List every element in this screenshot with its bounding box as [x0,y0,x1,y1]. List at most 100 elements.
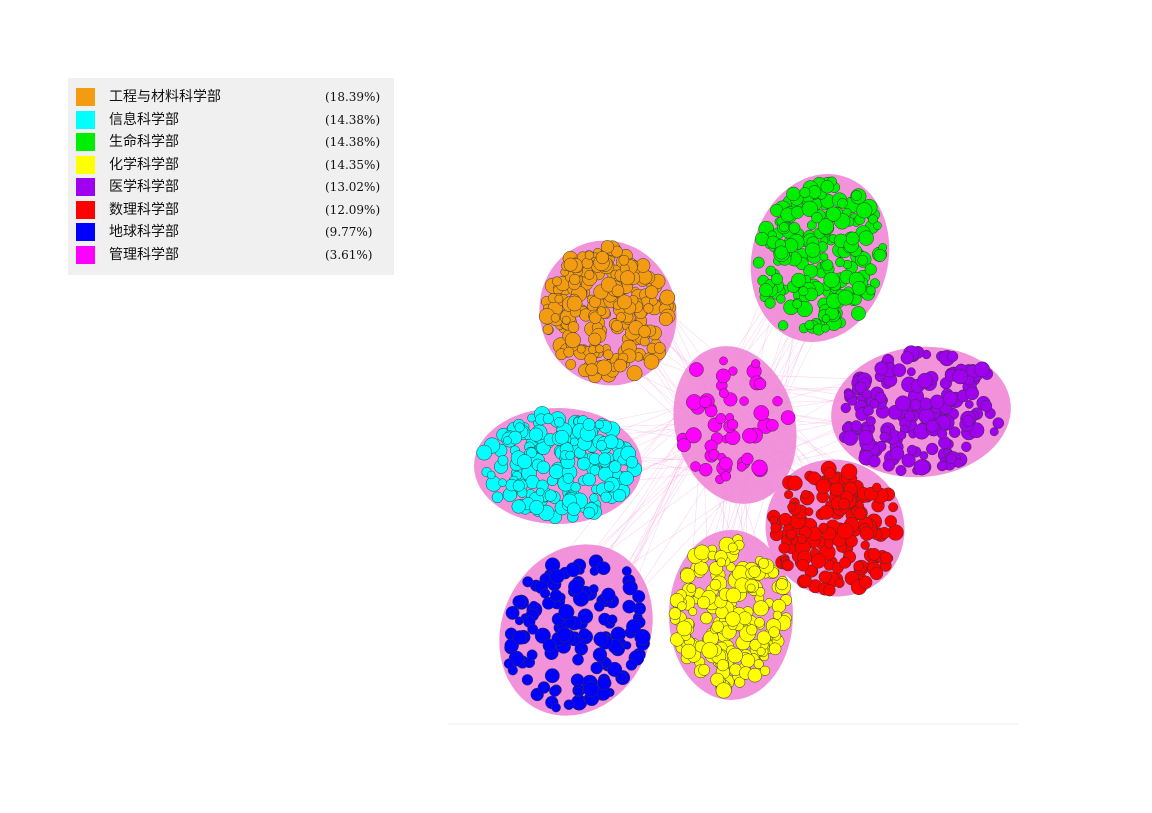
network-node [715,368,731,384]
network-node [740,653,756,668]
network-node [565,562,581,578]
network-node [856,202,873,219]
legend-item-medicine: 医学科学部 (13.02%) [68,176,394,199]
network-node [595,251,609,265]
network-node [611,284,625,298]
network-node [590,661,603,675]
network-node [542,413,554,425]
network-node [965,386,980,401]
network-node [595,344,604,354]
network-node [551,702,561,713]
network-node [879,431,890,443]
network-node [595,359,613,376]
network-node [625,456,639,469]
network-node [868,214,879,225]
network-node [716,659,729,672]
network-node [851,280,867,296]
network-node [616,671,627,683]
network-node [699,395,712,408]
network-node [778,512,792,526]
network-node [690,461,701,472]
network-node [819,252,829,262]
network-node [810,553,827,569]
network-node [853,507,867,521]
network-node [766,419,779,432]
network-node [592,647,608,662]
network-node [719,456,733,471]
network-node [622,580,638,596]
network-node [720,471,732,482]
network-edge [700,234,814,436]
legend-item-math-physics: 数理科学部 (12.09%) [68,199,394,222]
network-node [784,490,794,500]
network-node [868,455,881,468]
network-node [756,630,771,645]
network-node [573,686,583,697]
legend-percent: (14.38%) [325,112,381,127]
network-node [716,557,726,567]
network-node [786,529,797,540]
network-node [775,578,789,591]
network-node [582,472,596,487]
network-node [818,522,829,533]
network-node [874,391,887,404]
legend-item-management: 管理科学部 (3.61%) [68,244,394,267]
network-node [685,427,702,444]
network-node [550,313,561,323]
legend-label: 地球科学部 [109,224,179,240]
network-node [564,332,581,349]
network-node [572,653,584,666]
network-node [836,522,854,540]
legend-swatch [76,133,95,151]
network-node [821,259,834,272]
network-node [857,254,869,266]
network-node [787,502,797,512]
network-node [725,611,741,627]
network-edge [587,456,737,567]
network-node [567,502,581,516]
network-node [529,500,544,515]
network-node [556,627,572,642]
network-node [619,471,634,486]
legend-percent: (9.77%) [325,225,373,239]
legend-label: 工程与材料科学部 [109,89,221,105]
network-node [625,659,638,671]
network-node [820,180,834,194]
legend-label: 数理科学部 [109,201,179,218]
network-node [952,368,968,385]
network-node [837,289,854,306]
network-node [863,405,874,416]
network-node [835,257,845,268]
network-node [815,478,831,494]
network-node [505,605,520,620]
network-node [593,631,609,647]
legend-label: 医学科学部 [109,179,179,195]
network-node [797,534,807,545]
network-node [838,497,850,510]
network-node [840,402,851,414]
network-edge [542,430,713,610]
network-node [498,478,507,487]
network-node [756,647,766,656]
network-node [859,526,875,541]
network-node [689,362,704,377]
network-node [588,584,599,594]
network-node [698,664,710,676]
network-edge [749,466,774,549]
node-layer [476,176,1005,713]
network-node [841,463,858,480]
network-node [542,324,554,335]
network-node [697,595,711,610]
network-edge [626,436,693,605]
network-node [825,206,841,222]
network-node [929,394,945,410]
network-node [771,599,786,614]
network-node [752,256,765,269]
legend-item-earth: 地球科学部 (9.77%) [68,221,394,244]
network-node [502,436,512,445]
network-node [536,460,551,474]
network-node [688,607,698,616]
network-node [904,410,916,422]
network-node [694,544,710,561]
legend-percent: (13.02%) [325,180,381,194]
